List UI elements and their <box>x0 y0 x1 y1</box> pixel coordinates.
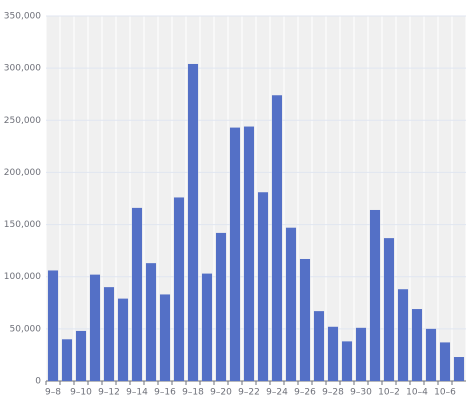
band-stripe <box>60 16 74 381</box>
bar <box>103 287 115 381</box>
x-tick-label: 9–28 <box>322 388 344 398</box>
bar <box>215 232 227 381</box>
bar <box>61 339 73 381</box>
y-tick-label: 150,000 <box>4 220 41 230</box>
x-tick-label: 10–2 <box>378 388 400 398</box>
x-tick-label: 9–26 <box>294 388 316 398</box>
bar <box>369 209 381 381</box>
band-stripe <box>438 16 452 381</box>
band-stripe <box>326 16 340 381</box>
y-tick-label: 0 <box>35 377 41 387</box>
bar <box>341 341 353 381</box>
bar <box>117 298 129 381</box>
x-tick-label: 9–8 <box>45 388 61 398</box>
bar <box>159 294 171 381</box>
y-tick-label: 300,000 <box>4 64 41 74</box>
x-tick-label: 10–4 <box>406 388 428 398</box>
bar <box>285 227 297 381</box>
band-stripe <box>74 16 88 381</box>
band-stripe <box>340 16 354 381</box>
x-tick-label: 9–18 <box>182 388 204 398</box>
bar <box>243 126 255 382</box>
y-tick-label: 100,000 <box>4 272 41 282</box>
y-tick-label: 250,000 <box>4 116 41 126</box>
bar <box>453 357 465 381</box>
band-stripe <box>116 16 130 381</box>
band-stripe <box>452 16 466 381</box>
bar <box>75 330 87 381</box>
x-tick-label: 9–30 <box>350 388 372 398</box>
band-stripe <box>410 16 424 381</box>
bar <box>173 197 185 381</box>
x-tick-label: 9–10 <box>70 388 92 398</box>
bar <box>47 270 59 381</box>
x-tick-label: 9–24 <box>266 388 288 398</box>
bar <box>313 311 325 381</box>
bar <box>327 326 339 381</box>
bar <box>397 289 409 381</box>
bar <box>131 207 143 381</box>
x-tick-label: 10–6 <box>434 388 456 398</box>
bar <box>383 238 395 381</box>
x-tick-label: 9–22 <box>238 388 260 398</box>
bar <box>145 263 157 381</box>
band-stripe <box>424 16 438 381</box>
bar <box>271 95 283 381</box>
bar <box>187 63 199 381</box>
bar <box>299 258 311 381</box>
bar <box>425 328 437 381</box>
y-tick-label: 200,000 <box>4 168 41 178</box>
bar <box>355 327 367 381</box>
y-tick-label: 50,000 <box>10 324 42 334</box>
x-tick-label: 9–14 <box>126 388 148 398</box>
bar <box>201 273 213 381</box>
bar <box>229 127 241 381</box>
bar <box>439 342 451 381</box>
bar <box>411 309 423 381</box>
band-stripe <box>158 16 172 381</box>
x-tick-label: 9–16 <box>154 388 176 398</box>
y-tick-label: 350,000 <box>4 12 41 22</box>
bar <box>257 192 269 381</box>
x-tick-label: 9–12 <box>98 388 120 398</box>
x-tick-label: 9–20 <box>210 388 232 398</box>
bar <box>89 274 101 381</box>
band-stripe <box>312 16 326 381</box>
band-stripe <box>354 16 368 381</box>
